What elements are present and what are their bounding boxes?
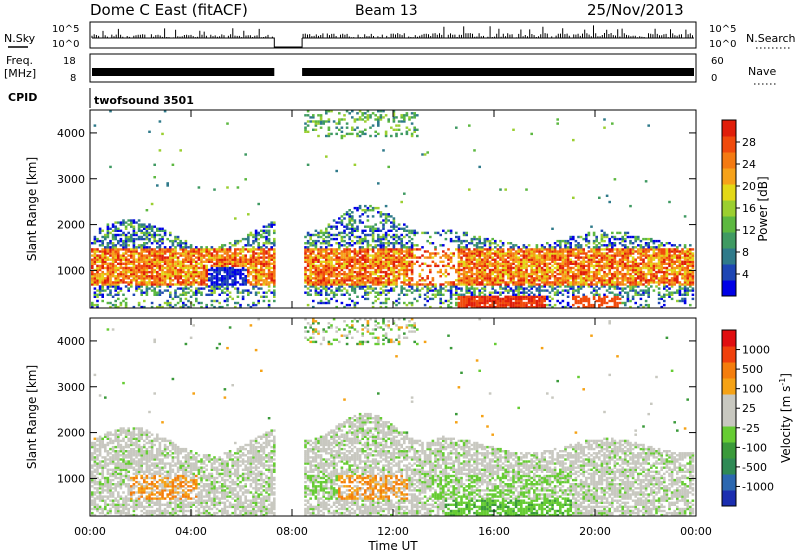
colorbar-tick-label: 12 (742, 224, 756, 237)
colorbar-swatch (722, 330, 736, 347)
xtick-label: 08:00 (276, 525, 308, 538)
nsky-strip: N.Sky 10^5 10^0 10^5 10^0 N.Search (4, 21, 796, 50)
velocity-panel: 1000 2000 3000 4000 Slant Range [km] (25, 317, 697, 517)
power-heatmap-cells (91, 110, 695, 309)
colorbar-swatch (722, 442, 736, 459)
freq-unit: [MHz] (4, 67, 36, 80)
freq-tick-top: 18 (63, 56, 76, 67)
power-colorbar: 28 24 20 16 12 8 4 Power [dB] (721, 119, 770, 297)
cpid-label: CPID (8, 91, 37, 104)
ytick-label: 1000 (57, 264, 85, 277)
colorbar-swatch (722, 216, 736, 233)
xtick-label: 00:00 (680, 525, 712, 538)
colorbar-swatch (722, 394, 736, 411)
colorbar-swatch (722, 474, 736, 491)
colorbar-tick-label: 25 (742, 402, 756, 415)
colorbar-swatch (722, 200, 736, 217)
ytick-label: 3000 (57, 173, 85, 186)
nsearch-tick-bottom: 10^0 (709, 39, 736, 50)
colorbar-swatch (722, 410, 736, 427)
colorbar-tick-label: 1000 (742, 344, 770, 357)
colorbar-tick-label: 24 (742, 158, 756, 171)
xtick-label: 00:00 (74, 525, 106, 538)
colorbar-swatch (722, 362, 736, 379)
colorbar-swatch (722, 264, 736, 281)
xtick-label: 16:00 (478, 525, 510, 538)
nsky-tick-bottom: 10^0 (52, 39, 79, 50)
ytick-label: 3000 (57, 381, 85, 394)
freq-label: Freq. (6, 54, 33, 67)
colorbar-swatch (722, 136, 736, 153)
velocity-colorbar-label-close: ] (779, 373, 793, 378)
power-y-axis: 1000 2000 3000 4000 (57, 127, 696, 277)
colorbar-swatch (722, 490, 736, 507)
colorbar-tick-label: 100 (742, 383, 763, 396)
colorbar-swatch (722, 346, 736, 363)
ytick-label: 4000 (57, 335, 85, 348)
colorbar-tick-label: 8 (742, 246, 749, 259)
colorbar-swatch (722, 184, 736, 201)
colorbar-tick-label: 28 (742, 136, 756, 149)
colorbar-swatch (722, 378, 736, 395)
colorbar-tick-label: -25 (742, 422, 760, 435)
colorbar-swatch (722, 458, 736, 475)
velocity-y-axis: 1000 2000 3000 4000 (57, 335, 696, 485)
nsearch-label: N.Search (746, 32, 796, 45)
nsky-trace (91, 25, 694, 48)
power-panel: 1000 2000 3000 4000 Slant Range [km] (25, 109, 697, 309)
velocity-ylabel: Slant Range [km] (25, 365, 39, 469)
colorbar-swatch (722, 280, 736, 297)
nave-label: Nave (748, 65, 776, 78)
velocity-colorbar-label: Velocity [m s-1] (778, 373, 793, 463)
ytick-label: 2000 (57, 427, 85, 440)
date-title: 25/Nov/2013 (587, 1, 684, 19)
colorbar-swatch (722, 168, 736, 185)
velocity-colorbar: 1000 500 100 25 -25 -100 -500 -1000 Velocity [m… (721, 329, 793, 507)
xaxis-label: Time UT (367, 539, 418, 553)
colorbar-tick-label: 20 (742, 180, 756, 193)
station-title: Dome C East (fitACF) (90, 1, 248, 19)
freq-tick-bottom: 8 (70, 73, 76, 84)
xtick-label: 04:00 (175, 525, 207, 538)
colorbar-swatch (722, 426, 736, 443)
freq-trace-2 (302, 68, 694, 76)
freq-strip: Freq. [MHz] 18 8 60 0 Nave (4, 53, 776, 85)
ytick-label: 2000 (57, 219, 85, 232)
time-axis: 00:00 04:00 08:00 12:00 16:00 20:00 00:00 (74, 110, 712, 538)
colorbar-swatch (722, 152, 736, 169)
colorbar-swatch (722, 120, 736, 137)
xtick-label: 12:00 (377, 525, 409, 538)
nsky-label: N.Sky (4, 32, 36, 45)
xtick-label: 20:00 (579, 525, 611, 538)
colorbar-swatch (722, 232, 736, 249)
nave-tick-bottom: 0 (711, 73, 717, 84)
nsky-tick-top: 10^5 (52, 24, 79, 35)
colorbar-tick-label: 500 (742, 363, 763, 376)
power-ylabel: Slant Range [km] (25, 157, 39, 261)
nsearch-tick-top: 10^5 (709, 24, 736, 35)
nave-tick-top: 60 (711, 56, 724, 67)
colorbar-tick-label: -500 (742, 461, 767, 474)
colorbar-tick-label: -1000 (742, 480, 774, 493)
freq-trace-1 (92, 68, 275, 76)
colorbar-tick-label: -100 (742, 441, 767, 454)
colorbar-tick-label: 16 (742, 202, 756, 215)
velocity-colorbar-label-sup: -1 (778, 378, 787, 386)
cpid-value: twofsound 3501 (94, 94, 194, 107)
ytick-label: 4000 (57, 127, 85, 140)
velocity-heatmap-cells (91, 318, 695, 517)
ytick-label: 1000 (57, 472, 85, 485)
velocity-colorbar-label-main: Velocity [m s (779, 386, 793, 463)
colorbar-tick-label: 4 (742, 268, 749, 281)
colorbar-swatch (722, 248, 736, 265)
beam-title: Beam 13 (355, 3, 418, 19)
power-colorbar-label: Power [dB] (756, 176, 770, 241)
